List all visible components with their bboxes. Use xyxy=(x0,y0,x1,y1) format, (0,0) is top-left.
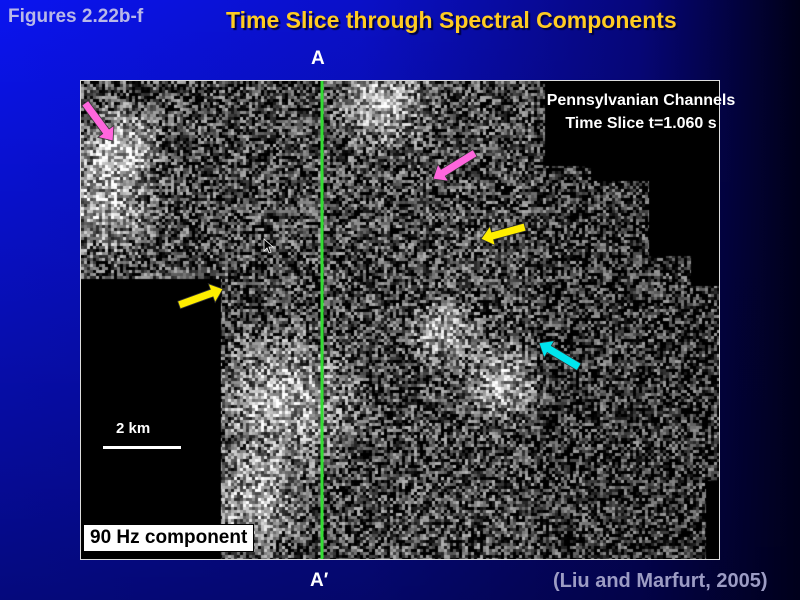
scale-bar xyxy=(103,446,181,449)
caption-line-1: Pennsylvanian Channels xyxy=(546,92,736,109)
arrow-icon xyxy=(480,222,527,247)
annotation-overlay xyxy=(81,81,582,559)
image-caption: Pennsylvanian Channels Time Slice t=1.06… xyxy=(521,89,761,135)
mouse-cursor-icon xyxy=(263,238,275,254)
section-end-label: A′ xyxy=(310,570,329,591)
arrow-icon xyxy=(432,149,478,182)
caption-line-2: Time Slice t=1.060 s xyxy=(565,115,717,132)
section-start-label: A xyxy=(311,48,325,69)
arrow-icon xyxy=(538,340,582,371)
seismic-amplitude-image xyxy=(81,81,719,559)
component-label: 90 Hz component xyxy=(83,524,255,552)
scale-label: 2 km xyxy=(116,420,151,437)
arrow-icon xyxy=(81,100,115,142)
slide-title: Time Slice through Spectral Components xyxy=(226,7,677,33)
figure-label: Figures 2.22b-f xyxy=(8,6,144,27)
citation: (Liu and Marfurt, 2005) xyxy=(553,570,768,592)
arrow-icon xyxy=(177,283,224,310)
seismic-time-slice: Pennsylvanian Channels Time Slice t=1.06… xyxy=(80,80,735,560)
